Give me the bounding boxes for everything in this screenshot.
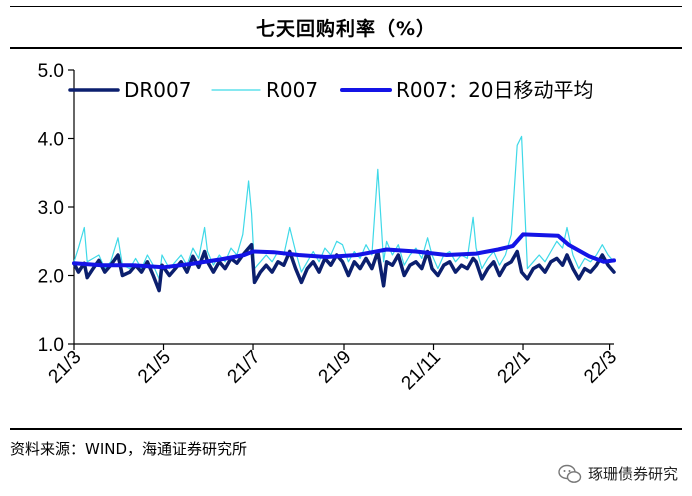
- y-tick-label: 5.0: [38, 61, 64, 82]
- y-tick-label: 4.0: [38, 130, 64, 151]
- series-layer: [72, 135, 616, 293]
- y-tick-label: 3.0: [38, 198, 64, 219]
- x-tick-label: 21/5: [134, 347, 175, 388]
- y-tick-label: 2.0: [38, 267, 64, 288]
- x-tick-label: 21/9: [315, 347, 356, 388]
- x-tick-label: 22/3: [580, 347, 621, 388]
- x-tick-label: 21/11: [398, 347, 445, 394]
- source-text: 资料来源：WIND，海通证券研究所: [10, 440, 248, 458]
- x-tick-label: 21/7: [224, 347, 265, 388]
- y-axis: 5.0 4.0 3.0 2.0 1.0: [38, 61, 75, 356]
- legend-label-series-r007-ma20: R007：20日移动平均: [396, 78, 594, 102]
- watermark-text: 琢珊债券研究: [587, 465, 678, 483]
- source-row: 资料来源：WIND，海通证券研究所: [10, 428, 682, 459]
- wechat-icon: [558, 464, 582, 483]
- chart-area: 5.04.03.02.01.0 21/3 21/5 21/7 21/9 21/11 22/…: [38, 61, 622, 394]
- legend-label-series-r007: R007: [266, 78, 318, 102]
- title-bar: 七天回购利率（%）: [10, 6, 682, 49]
- chart-title: 七天回购利率（%）: [255, 17, 437, 40]
- x-axis: 21/3 21/5 21/7 21/9 21/11 22/1 22/3: [45, 343, 621, 394]
- legend: DR007 R007 R007：20日移动平均: [68, 78, 594, 102]
- series-r007-line: [73, 135, 615, 280]
- x-tick-label: 22/1: [494, 347, 535, 388]
- series-r007-ma20-line: [72, 232, 616, 270]
- y-tick-label: 1.0: [38, 335, 64, 356]
- legend-label-series-dr007: DR007: [124, 78, 191, 102]
- watermark: 琢珊债券研究: [558, 463, 678, 484]
